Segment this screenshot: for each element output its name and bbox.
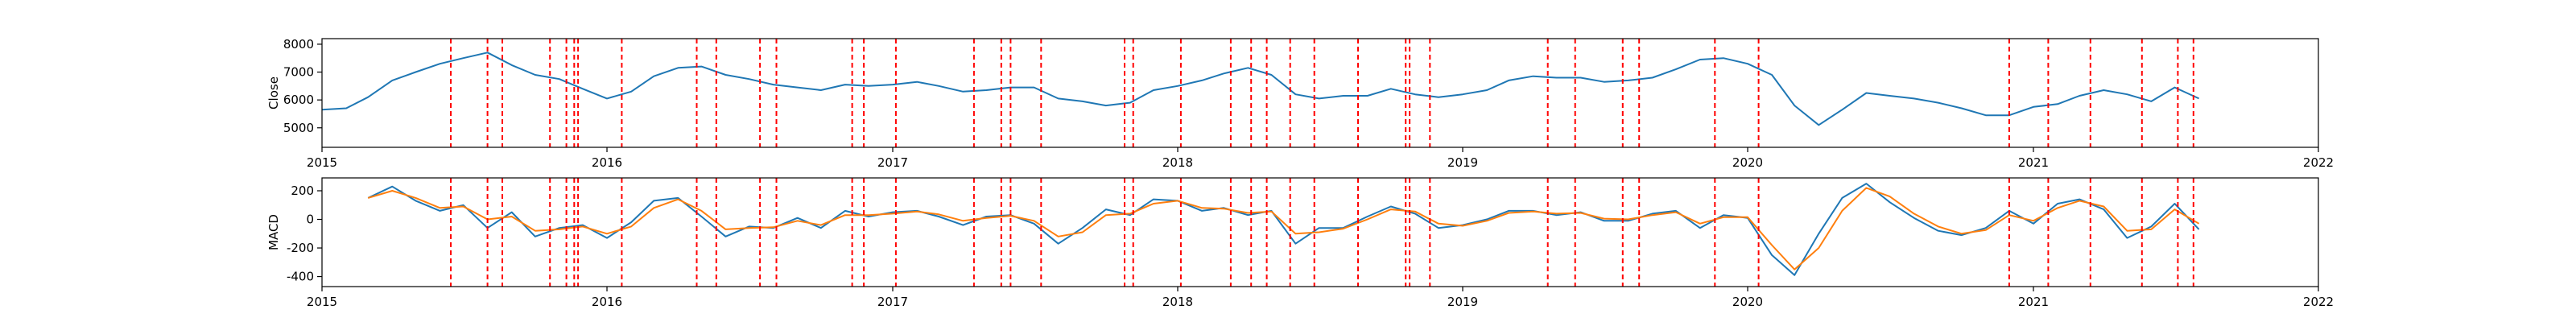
y-tick-label: 5000 bbox=[283, 121, 314, 135]
x-tick-label: 2016 bbox=[592, 295, 622, 309]
axes-frame bbox=[321, 177, 2319, 287]
x-tick-label: 2022 bbox=[2303, 155, 2334, 170]
y-axis-label: MACD bbox=[266, 214, 281, 250]
series-line-2 bbox=[367, 187, 2200, 270]
x-tick-label: 2017 bbox=[877, 295, 908, 309]
x-tick-label: 2020 bbox=[1732, 295, 1763, 309]
x-tick-label: 2022 bbox=[2303, 295, 2334, 309]
x-tick-label: 2018 bbox=[1162, 295, 1193, 309]
x-tick-label: 2017 bbox=[877, 155, 908, 170]
x-tick-label: 2019 bbox=[1447, 155, 1478, 170]
y-tick-label: 0 bbox=[306, 213, 314, 227]
y-axis-label: Close bbox=[266, 76, 281, 109]
y-tick-label: -200 bbox=[287, 241, 314, 255]
x-tick-label: 2018 bbox=[1162, 155, 1193, 170]
series-line-1 bbox=[367, 183, 2200, 276]
y-tick-label: 7000 bbox=[283, 65, 314, 80]
x-tick-label: 2021 bbox=[2018, 295, 2049, 309]
macd-panel: 2015 2016 2017 2018 2019 2020 2021 2022 -400 -200… bbox=[266, 177, 2334, 309]
x-tick-label: 2016 bbox=[592, 155, 622, 170]
y-tick-label: -400 bbox=[287, 270, 314, 284]
y-tick-label: 6000 bbox=[283, 93, 314, 107]
y-tick-label: 200 bbox=[291, 184, 314, 198]
y-tick-label: 8000 bbox=[283, 37, 314, 52]
x-tick-label: 2015 bbox=[307, 295, 337, 309]
axes-frame bbox=[321, 38, 2319, 148]
close-price-panel: 2015 2016 2017 2018 2019 2020 2021 2022 5000 6000… bbox=[266, 37, 2334, 170]
x-tick-label: 2021 bbox=[2018, 155, 2049, 170]
series-line-1 bbox=[321, 52, 2200, 126]
x-tick-label: 2020 bbox=[1732, 155, 1763, 170]
x-tick-label: 2015 bbox=[307, 155, 337, 170]
x-tick-label: 2019 bbox=[1447, 295, 1478, 309]
